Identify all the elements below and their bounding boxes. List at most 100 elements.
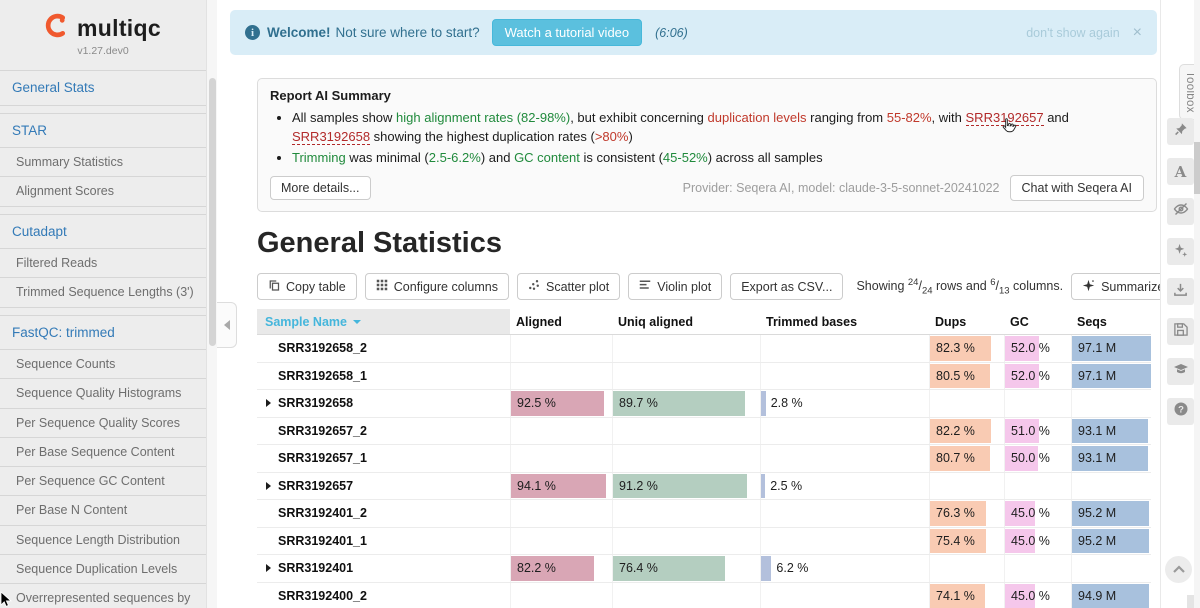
- gc-cell: [1004, 472, 1071, 499]
- hide-samples-button[interactable]: [1167, 198, 1194, 225]
- page-scrollbar[interactable]: [1194, 0, 1200, 608]
- aligned-cell: 82.2 %: [510, 555, 612, 582]
- sample-name-cell[interactable]: SRR3192657: [257, 473, 510, 500]
- copy-table-button[interactable]: Copy table: [257, 273, 357, 300]
- sidebar-item[interactable]: Per Base Sequence Content: [0, 438, 206, 468]
- grid-icon: [376, 279, 388, 294]
- sidebar-item[interactable]: Sequence Quality Histograms: [0, 379, 206, 409]
- gc-value: 51.0 %: [1011, 423, 1050, 438]
- header-uniq-aligned[interactable]: Uniq aligned: [618, 314, 693, 329]
- close-icon[interactable]: ×: [1132, 23, 1142, 41]
- uniq-cell: 89.7 %: [612, 390, 760, 417]
- ai-sparkle-button[interactable]: [1167, 238, 1194, 265]
- sidebar-item[interactable]: Cutadapt: [0, 213, 206, 250]
- seqs-bar: [1072, 528, 1150, 553]
- more-details-button[interactable]: More details...: [270, 176, 371, 200]
- seqs-cell: [1071, 390, 1151, 417]
- sidebar-collapse-button[interactable]: [217, 302, 237, 348]
- sample-name-cell[interactable]: SRR3192400_2: [257, 583, 510, 608]
- sidebar-scrollbar[interactable]: [206, 0, 217, 608]
- configure-columns-button[interactable]: Configure columns: [364, 273, 509, 300]
- text-segment: is consistent (: [579, 150, 663, 165]
- sidebar-scrollbar-thumb[interactable]: [209, 78, 216, 346]
- sidebar-item[interactable]: Sequence Length Distribution: [0, 526, 206, 555]
- expand-caret-icon[interactable]: [266, 564, 271, 573]
- table-row: SRR3192657_2 82.2 % 51.0 % 93.1 M: [257, 417, 1151, 445]
- sample-name-cell[interactable]: SRR3192657_1: [257, 445, 510, 472]
- sample-name-cell[interactable]: SRR3192401_2: [257, 500, 510, 527]
- sidebar-item[interactable]: Summary Statistics: [0, 148, 206, 178]
- gc-value: 45.0 %: [1011, 533, 1050, 548]
- sample-name-cell[interactable]: SRR3192657_2: [257, 418, 510, 445]
- sidebar-item[interactable]: Per Sequence GC Content: [0, 467, 206, 497]
- aligned-cell: 94.1 %: [510, 472, 612, 499]
- sample-name-cell[interactable]: SRR3192401: [257, 555, 510, 582]
- svg-text:?: ?: [1178, 404, 1184, 415]
- sidebar-item[interactable]: STAR: [0, 112, 206, 149]
- aligned-cell: [510, 445, 612, 472]
- sample-name-cell[interactable]: SRR3192401_1: [257, 528, 510, 555]
- scroll-to-top-button[interactable]: [1165, 556, 1192, 583]
- sample-name-cell[interactable]: SRR3192658_2: [257, 335, 510, 362]
- sample-link[interactable]: SRR3192657: [965, 110, 1044, 126]
- watch-tutorial-button[interactable]: Watch a tutorial video: [491, 19, 643, 46]
- gc-cell: 45.0 %: [1004, 582, 1071, 608]
- expand-caret-icon[interactable]: [266, 481, 271, 490]
- text-segment: 6: [990, 276, 996, 288]
- header-trimmed-bases[interactable]: Trimmed bases: [766, 314, 858, 329]
- gc-cell: 45.0 %: [1004, 500, 1071, 527]
- header-sample-name[interactable]: Sample Name: [257, 309, 510, 334]
- dups-cell: 76.3 %: [929, 500, 1004, 527]
- sidebar-item[interactable]: Overrepresented sequences by sample: [0, 584, 206, 608]
- gc-bar: [1005, 336, 1040, 361]
- seqs-cell: 97.1 M: [1071, 362, 1151, 389]
- dups-cell: [929, 390, 1004, 417]
- expand-caret-icon[interactable]: [266, 399, 271, 408]
- sidebar-item[interactable]: General Stats: [0, 71, 206, 106]
- uniq-bar: [613, 556, 726, 581]
- seqs-bar: [1072, 446, 1148, 471]
- sidebar-item[interactable]: Trimmed Sequence Lengths (3'): [0, 278, 206, 308]
- uniq-cell: [612, 527, 760, 554]
- aligned-cell: [510, 335, 612, 362]
- sidebar-item[interactable]: Per Sequence Quality Scores: [0, 409, 206, 438]
- sample-name-cell[interactable]: SRR3192658: [257, 390, 510, 417]
- aligned-cell: [510, 417, 612, 444]
- summarize-button[interactable]: Summarize: [1071, 273, 1160, 300]
- export-plots-button[interactable]: [1167, 278, 1194, 305]
- text-segment: 24: [907, 276, 919, 288]
- text-segment: rows and: [932, 278, 991, 293]
- ai-summary-bullet: All samples show high alignment rates (8…: [292, 108, 1144, 146]
- header-dups[interactable]: Dups: [935, 314, 967, 329]
- sidebar-item[interactable]: Sequence Counts: [0, 350, 206, 380]
- save-settings-button[interactable]: [1167, 318, 1194, 345]
- export-csv-button[interactable]: Export as CSV...: [730, 273, 844, 300]
- scatter-plot-button[interactable]: Scatter plot: [516, 273, 621, 300]
- page-scrollbar-thumb[interactable]: [1194, 142, 1200, 194]
- chevron-left-icon: [223, 320, 230, 330]
- highlight-samples-button[interactable]: [1167, 118, 1194, 145]
- sidebar-item[interactable]: Filtered Reads: [0, 249, 206, 279]
- sample-name-cell[interactable]: SRR3192658_1: [257, 363, 510, 390]
- header-seqs[interactable]: Seqs: [1077, 314, 1107, 329]
- sample-link[interactable]: SRR3192658: [292, 129, 371, 145]
- violin-plot-button[interactable]: Violin plot: [628, 273, 723, 300]
- chat-with-seqera-button[interactable]: Chat with Seqera AI: [1009, 175, 1144, 201]
- sidebar-item[interactable]: Per Base N Content: [0, 496, 206, 526]
- sidebar-item[interactable]: Alignment Scores: [0, 177, 206, 207]
- video-duration: (6:06): [655, 25, 688, 40]
- trimmed-value: 2.5 %: [770, 478, 803, 493]
- sidebar-item[interactable]: Sequence Duplication Levels: [0, 555, 206, 585]
- rename-samples-button[interactable]: A: [1167, 158, 1194, 185]
- tutorials-button[interactable]: [1167, 358, 1194, 385]
- header-aligned[interactable]: Aligned: [516, 314, 562, 329]
- trimmed-value: 6.2 %: [776, 561, 809, 576]
- sample-name: SRR3192401: [278, 561, 354, 576]
- dups-cell: [929, 472, 1004, 499]
- seqs-value: 94.9 M: [1078, 588, 1117, 603]
- header-gc[interactable]: GC: [1010, 314, 1029, 329]
- trimmed-bar: [761, 556, 772, 581]
- sidebar-item[interactable]: FastQC: trimmed: [0, 314, 206, 351]
- help-button[interactable]: ?: [1167, 398, 1194, 425]
- dont-show-again-link[interactable]: don't show again: [1026, 25, 1120, 40]
